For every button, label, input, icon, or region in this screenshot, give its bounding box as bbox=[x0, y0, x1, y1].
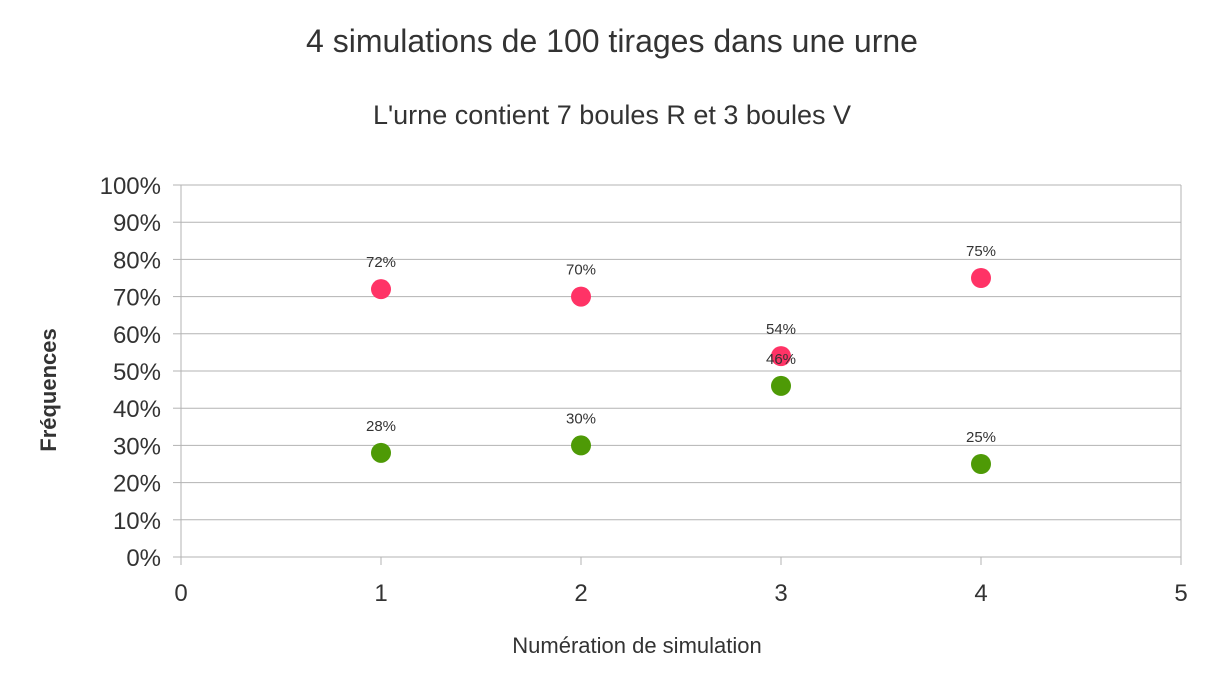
data-points bbox=[371, 268, 991, 474]
data-label: 70% bbox=[566, 262, 596, 279]
x-tick-label: 4 bbox=[974, 580, 987, 607]
x-tick-label: 5 bbox=[1174, 580, 1187, 607]
y-tick-label: 50% bbox=[113, 359, 161, 386]
data-label: 25% bbox=[966, 429, 996, 446]
data-label: 75% bbox=[966, 243, 996, 260]
y-tick-label: 30% bbox=[113, 433, 161, 460]
grid bbox=[181, 184, 1182, 558]
y-tick-labels: 0% 10% 20% 30% 40% 50% 60% 70% 80% 90% 100% bbox=[100, 173, 161, 572]
y-tick-label: 40% bbox=[113, 396, 161, 423]
data-point bbox=[371, 279, 391, 300]
data-point bbox=[571, 435, 591, 456]
data-point bbox=[371, 442, 391, 463]
y-tick-label: 100% bbox=[100, 173, 161, 200]
y-tick-label: 20% bbox=[113, 471, 161, 498]
y-axis-label: Fréquences bbox=[36, 328, 61, 452]
x-axis-label: Numération de simulation bbox=[512, 633, 761, 658]
data-label: 72% bbox=[366, 254, 396, 271]
y-tick-label: 60% bbox=[113, 322, 161, 349]
y-tick-label: 0% bbox=[126, 545, 161, 572]
y-tick-label: 80% bbox=[113, 247, 161, 274]
data-label: 28% bbox=[366, 418, 396, 435]
data-point bbox=[771, 375, 791, 396]
x-tick-label: 1 bbox=[374, 580, 387, 607]
data-point bbox=[971, 268, 991, 288]
y-tick-label: 70% bbox=[113, 285, 161, 312]
chart-subtitle: L'urne contient 7 boules R et 3 boules V bbox=[373, 100, 851, 130]
x-tick-label: 2 bbox=[574, 580, 587, 607]
data-label: 54% bbox=[766, 321, 796, 338]
y-tick-label: 90% bbox=[113, 210, 161, 237]
axes bbox=[173, 184, 1182, 565]
x-tick-labels: 0 1 2 3 4 5 bbox=[174, 580, 1187, 607]
y-tick-label: 10% bbox=[113, 508, 161, 535]
chart-title: 4 simulations de 100 tirages dans une ur… bbox=[306, 23, 918, 59]
data-labels: 72% 70% 54% 75% 28% 30% 46% 25% bbox=[366, 243, 996, 446]
x-tick-label: 3 bbox=[774, 580, 787, 607]
x-tick-label: 0 bbox=[174, 580, 187, 607]
data-label: 46% bbox=[766, 351, 796, 368]
data-point bbox=[971, 454, 991, 474]
data-point bbox=[571, 286, 591, 307]
data-point bbox=[771, 346, 791, 367]
data-label: 30% bbox=[566, 410, 596, 427]
